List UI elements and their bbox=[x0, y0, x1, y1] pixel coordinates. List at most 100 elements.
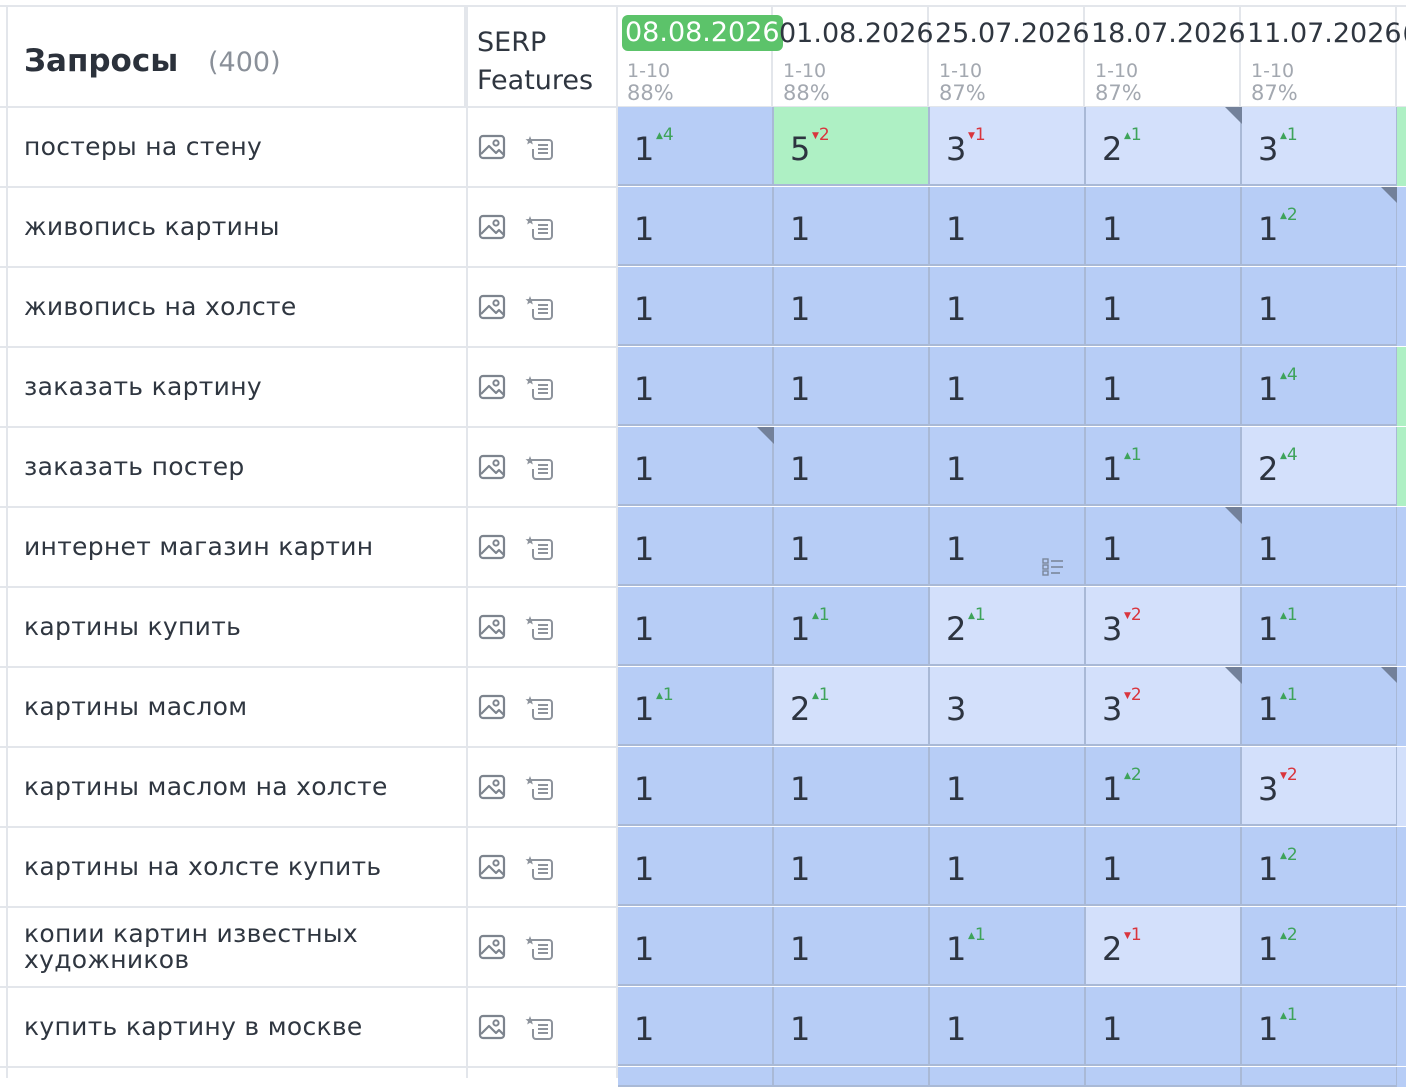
date-column-header[interactable]: 25.07.2026 1-10 87% bbox=[929, 7, 1090, 107]
position-cell[interactable]: 5 ▼2 bbox=[774, 107, 930, 186]
position-cell[interactable]: 2 ▲1 bbox=[1086, 107, 1242, 186]
position-cell[interactable]: 1 bbox=[1086, 347, 1242, 426]
position-cell[interactable]: 1 ▲2 bbox=[1242, 187, 1398, 266]
query-cell[interactable]: живопись картины bbox=[8, 187, 466, 265]
note-corner-icon[interactable] bbox=[757, 427, 774, 444]
note-corner-icon[interactable] bbox=[1381, 667, 1398, 684]
position-cell[interactable]: 1 bbox=[930, 267, 1086, 346]
position-cell[interactable]: 1 bbox=[1086, 827, 1242, 906]
image-icon[interactable] bbox=[477, 372, 507, 402]
position-cell[interactable]: 1 ▲1 bbox=[618, 667, 774, 746]
image-icon[interactable] bbox=[477, 292, 507, 322]
position-cell[interactable]: 1 bbox=[774, 427, 930, 506]
position-cell[interactable]: 1 ▲2 bbox=[1242, 907, 1398, 986]
query-cell[interactable]: картины маслом bbox=[8, 667, 466, 745]
position-cell[interactable]: 1 bbox=[618, 347, 774, 426]
position-cell[interactable]: 1 bbox=[618, 907, 774, 986]
position-cell[interactable]: 3 ▼1 bbox=[930, 107, 1086, 186]
position-cell[interactable]: 1 bbox=[774, 747, 930, 826]
date-column-header[interactable]: 18.07.2026 1-10 87% bbox=[1085, 7, 1246, 107]
position-cell[interactable]: 1 bbox=[774, 507, 930, 586]
position-cell[interactable]: 1 bbox=[618, 827, 774, 906]
featured-snippet-icon[interactable] bbox=[525, 212, 555, 242]
featured-snippet-icon[interactable] bbox=[525, 932, 555, 962]
position-cell[interactable]: 2 ▼1 bbox=[1086, 907, 1242, 986]
position-cell[interactable]: 1 bbox=[1242, 267, 1398, 346]
position-cell[interactable]: 1 bbox=[618, 987, 774, 1066]
image-icon[interactable] bbox=[477, 852, 507, 882]
note-corner-icon[interactable] bbox=[1381, 187, 1398, 204]
featured-snippet-icon[interactable] bbox=[525, 772, 555, 802]
position-cell[interactable]: 1 ▲4 bbox=[618, 107, 774, 186]
position-cell[interactable]: 1 bbox=[774, 267, 930, 346]
featured-snippet-icon[interactable] bbox=[525, 692, 555, 722]
position-cell[interactable]: 1 bbox=[618, 747, 774, 826]
position-cell[interactable]: 1 bbox=[618, 427, 774, 506]
featured-snippet-icon[interactable] bbox=[525, 132, 555, 162]
image-icon[interactable] bbox=[477, 132, 507, 162]
position-cell[interactable]: 1 bbox=[618, 507, 774, 586]
query-cell[interactable]: заказать постер bbox=[8, 427, 466, 505]
position-cell[interactable]: 1 ▲4 bbox=[1242, 347, 1398, 426]
image-icon[interactable] bbox=[477, 212, 507, 242]
query-cell[interactable]: картины на холсте купить bbox=[8, 827, 466, 905]
image-icon[interactable] bbox=[477, 612, 507, 642]
image-icon[interactable] bbox=[477, 772, 507, 802]
note-corner-icon[interactable] bbox=[1225, 107, 1242, 124]
position-cell[interactable]: 1 ▲2 bbox=[1086, 747, 1242, 826]
position-cell[interactable]: 2 ▲1 bbox=[930, 587, 1086, 666]
image-icon[interactable] bbox=[477, 692, 507, 722]
list-icon[interactable] bbox=[1042, 558, 1064, 576]
position-cell[interactable]: 1 bbox=[1086, 507, 1242, 586]
position-cell[interactable]: 1 ▲1 bbox=[1242, 987, 1398, 1066]
position-cell[interactable]: 1 ▲2 bbox=[1242, 827, 1398, 906]
position-cell[interactable]: 1 ▲1 bbox=[1242, 587, 1398, 666]
query-cell[interactable]: картины купить bbox=[8, 587, 466, 665]
query-cell[interactable]: живопись на холсте bbox=[8, 267, 466, 345]
position-cell[interactable]: 3 ▼2 bbox=[1086, 587, 1242, 666]
serp-features-header[interactable]: SERP Features bbox=[468, 7, 617, 107]
position-cell[interactable]: 1 bbox=[930, 827, 1086, 906]
note-corner-icon[interactable] bbox=[1225, 667, 1242, 684]
image-icon[interactable] bbox=[477, 1012, 507, 1042]
position-cell[interactable]: 3 ▲1 bbox=[1242, 107, 1398, 186]
position-cell[interactable]: 3 bbox=[930, 667, 1086, 746]
position-cell[interactable]: 1 bbox=[774, 907, 930, 986]
next-date-header-partial[interactable]: ( bbox=[1397, 7, 1406, 107]
position-cell[interactable]: 3 ▼2 bbox=[1242, 747, 1398, 826]
date-column-header[interactable]: 01.08.2026 1-10 88% bbox=[773, 7, 934, 107]
position-cell[interactable]: 2 ▲1 bbox=[774, 667, 930, 746]
query-cell[interactable]: копии картин известных художников bbox=[8, 907, 466, 985]
featured-snippet-icon[interactable] bbox=[525, 852, 555, 882]
featured-snippet-icon[interactable] bbox=[525, 292, 555, 322]
position-cell[interactable]: 1 bbox=[1242, 507, 1398, 586]
position-cell[interactable]: 1 bbox=[774, 187, 930, 266]
position-cell[interactable]: 1 bbox=[774, 347, 930, 426]
query-cell[interactable]: купить картину в москве bbox=[8, 987, 466, 1065]
featured-snippet-icon[interactable] bbox=[525, 452, 555, 482]
queries-header[interactable]: Запросы (400) bbox=[8, 7, 466, 107]
query-cell[interactable]: постеры на стену bbox=[8, 107, 466, 185]
position-cell[interactable]: 1 bbox=[618, 187, 774, 266]
position-cell[interactable]: 1 bbox=[930, 347, 1086, 426]
position-cell[interactable]: 1 ▲1 bbox=[774, 587, 930, 666]
image-icon[interactable] bbox=[477, 932, 507, 962]
image-icon[interactable] bbox=[477, 532, 507, 562]
position-cell[interactable]: 1 ▲1 bbox=[1086, 427, 1242, 506]
date-column-header[interactable]: 08.08.2026 1-10 88% bbox=[617, 7, 783, 107]
featured-snippet-icon[interactable] bbox=[525, 612, 555, 642]
position-cell[interactable]: 1 bbox=[930, 747, 1086, 826]
position-cell[interactable]: 1 bbox=[618, 267, 774, 346]
position-cell[interactable]: 1 bbox=[1086, 987, 1242, 1066]
position-cell[interactable]: 1 bbox=[1086, 267, 1242, 346]
position-cell[interactable]: 1 ▲1 bbox=[930, 907, 1086, 986]
featured-snippet-icon[interactable] bbox=[525, 1012, 555, 1042]
position-cell[interactable]: 1 bbox=[930, 507, 1086, 586]
date-column-header[interactable]: 11.07.2026 1-10 87% bbox=[1241, 7, 1402, 107]
featured-snippet-icon[interactable] bbox=[525, 532, 555, 562]
position-cell[interactable]: 1 bbox=[930, 187, 1086, 266]
position-cell[interactable]: 1 bbox=[930, 987, 1086, 1066]
position-cell[interactable]: 1 bbox=[774, 827, 930, 906]
query-cell[interactable]: картины маслом на холсте bbox=[8, 747, 466, 825]
image-icon[interactable] bbox=[477, 452, 507, 482]
